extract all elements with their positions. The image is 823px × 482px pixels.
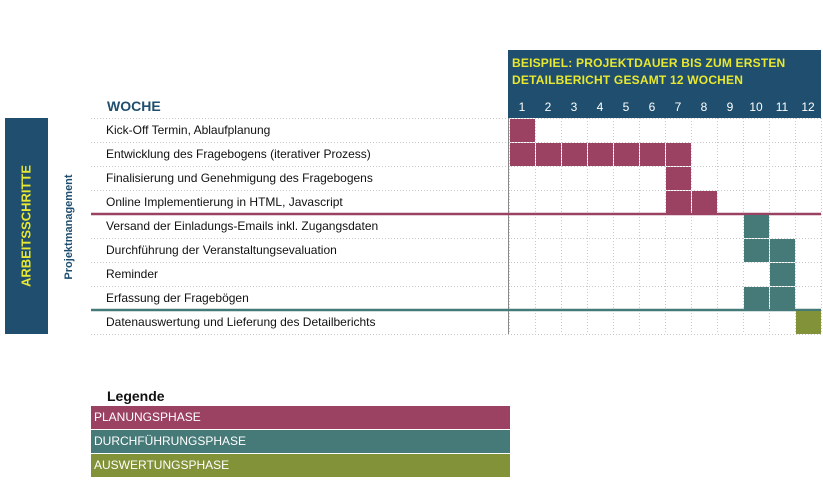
legend-item: DURCHFÜHRUNGSPHASE bbox=[91, 430, 510, 453]
week-tick-label: 7 bbox=[674, 100, 682, 114]
gantt-bar-cell bbox=[744, 239, 769, 262]
chart-title: BEISPIEL: PROJEKTDAUER BIS ZUM ERSTEN DE… bbox=[512, 56, 786, 87]
gantt-bar-cell bbox=[614, 143, 639, 166]
task-label: Versand der Einladungs-Emails inkl. Zuga… bbox=[106, 219, 379, 233]
gantt-bar-cell bbox=[666, 143, 691, 166]
task-label: Finalisierung und Genehmigung des Frageb… bbox=[106, 171, 373, 185]
legend-item: AUSWERTUNGSPHASE bbox=[91, 454, 510, 477]
gantt-bar-cell bbox=[666, 191, 691, 214]
gantt-bar-cell bbox=[770, 263, 795, 286]
week-axis-label: WOCHE bbox=[107, 98, 161, 114]
legend-title: Legende bbox=[107, 388, 165, 404]
week-tick-label: 10 bbox=[749, 100, 763, 114]
gantt-bar-cell bbox=[744, 287, 769, 310]
gantt-bar-cell bbox=[588, 143, 613, 166]
week-tick-label: 9 bbox=[726, 100, 734, 114]
week-tick-label: 8 bbox=[700, 100, 708, 114]
side-banner bbox=[5, 118, 48, 334]
week-tick-label: 2 bbox=[544, 100, 552, 114]
legend-item: PLANUNGSPHASE bbox=[91, 406, 510, 429]
gantt-bar-cell bbox=[770, 239, 795, 262]
gantt-bar-cell bbox=[510, 143, 535, 166]
gantt-bar-cell bbox=[796, 311, 821, 334]
gantt-bar-cell bbox=[770, 287, 795, 310]
task-label: Datenauswertung und Lieferung des Detail… bbox=[106, 315, 376, 329]
gantt-bar-cell bbox=[562, 143, 587, 166]
week-tick-label: 3 bbox=[570, 100, 578, 114]
header-banner bbox=[508, 50, 821, 118]
task-label: Online Implementierung in HTML, Javascri… bbox=[106, 195, 343, 209]
gantt-bar-cell bbox=[640, 143, 665, 166]
gantt-bar-cell bbox=[510, 119, 535, 142]
week-tick-label: 12 bbox=[801, 100, 815, 114]
gantt-bar-cell bbox=[536, 143, 561, 166]
task-label: Kick-Off Termin, Ablaufplanung bbox=[106, 123, 271, 137]
task-label: Reminder bbox=[106, 267, 159, 281]
week-tick-label: 11 bbox=[775, 100, 789, 114]
week-tick-label: 4 bbox=[596, 100, 604, 114]
task-label: Erfassung der Fragebögen bbox=[106, 291, 249, 305]
task-label: Entwicklung des Fragebogens (iterativer … bbox=[106, 147, 371, 161]
week-tick-label: 1 bbox=[518, 100, 526, 114]
gantt-bar-cell bbox=[666, 167, 691, 190]
gantt-bar-cell bbox=[692, 191, 717, 214]
task-label: Durchführung der Veranstaltungsevaluatio… bbox=[106, 243, 337, 257]
gantt-bar-cell bbox=[744, 215, 769, 238]
week-tick-label: 6 bbox=[648, 100, 656, 114]
week-tick-label: 5 bbox=[622, 100, 630, 114]
